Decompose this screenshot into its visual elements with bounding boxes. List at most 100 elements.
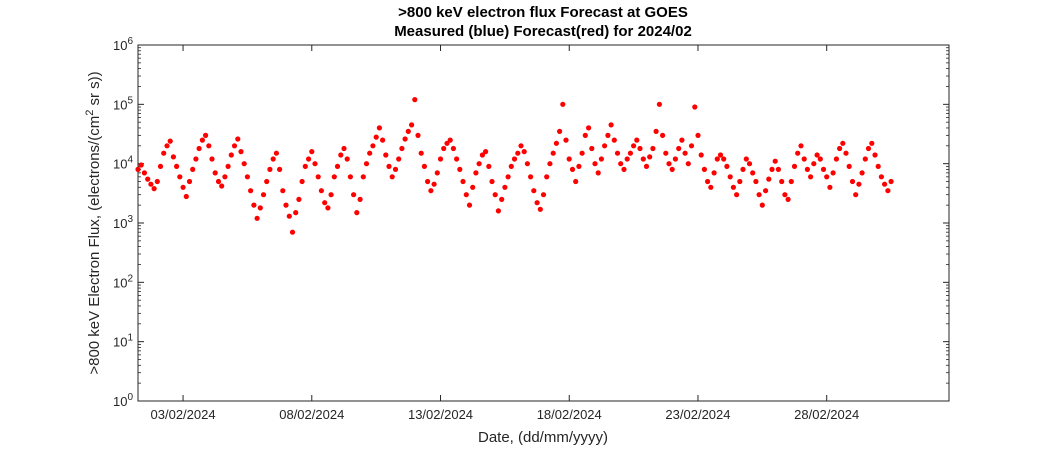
flux-point: [264, 178, 270, 185]
flux-point: [315, 174, 321, 180]
flux-point: [627, 150, 634, 156]
flux-point: [161, 150, 167, 156]
flux-point: [170, 154, 176, 160]
flux-point: [540, 192, 547, 198]
flux-point: [141, 170, 147, 176]
flux-point: [495, 208, 501, 214]
flux-point: [865, 145, 872, 152]
y-axis-label: >800 keV Electron Flux, (electrons/(cm2 …: [84, 71, 103, 374]
flux-point: [885, 188, 891, 194]
flux-point: [151, 186, 157, 192]
flux-point: [328, 192, 334, 198]
flux-point: [653, 128, 659, 134]
flux-point: [338, 152, 344, 158]
flux-point: [714, 156, 720, 162]
flux-point: [779, 178, 785, 185]
flux-point: [788, 178, 794, 185]
flux-point: [724, 163, 730, 169]
flux-point: [753, 178, 759, 185]
flux-point: [737, 178, 743, 185]
flux-point: [341, 145, 347, 152]
flux-point: [322, 200, 328, 206]
flux-point: [875, 163, 881, 169]
flux-point: [801, 156, 807, 162]
flux-point: [380, 137, 386, 143]
flux-point: [743, 156, 749, 162]
flux-point: [415, 132, 421, 138]
flux-point: [656, 101, 663, 107]
flux-point: [399, 145, 405, 152]
flux-point: [766, 176, 772, 182]
flux-point: [334, 163, 341, 169]
flux-point: [418, 150, 424, 156]
flux-point: [550, 150, 556, 156]
y-tick-label: 104: [113, 155, 133, 172]
flux-point: [431, 181, 437, 187]
flux-point: [734, 192, 740, 198]
flux-point: [708, 184, 714, 190]
flux-point: [347, 174, 353, 180]
flux-point: [286, 213, 292, 219]
flux-point: [772, 158, 778, 164]
flux-point: [206, 143, 212, 149]
flux-point: [650, 145, 656, 152]
flux-point: [499, 196, 505, 202]
flux-point: [602, 143, 608, 149]
y-tick-exponent: 2: [127, 273, 133, 284]
flux-point: [882, 181, 888, 187]
flux-point: [405, 128, 411, 134]
y-tick-exponent: 4: [127, 155, 133, 166]
flux-point: [267, 166, 273, 172]
flux-point: [679, 137, 685, 143]
flux-point: [280, 188, 286, 194]
flux-point: [711, 170, 717, 176]
flux-point: [853, 192, 859, 198]
flux-point: [814, 152, 820, 158]
flux-point: [154, 178, 160, 185]
flux-point: [524, 161, 531, 167]
y-tick-label: 101: [113, 333, 133, 350]
chart-subtitle: Measured (blue) Forecast(red) for 2024/0…: [394, 23, 692, 40]
flux-point: [177, 174, 183, 180]
flux-point: [157, 163, 164, 169]
flux-point: [466, 202, 473, 208]
flux-point: [254, 215, 260, 221]
y-tick-label: 102: [113, 273, 133, 290]
flux-point: [235, 136, 241, 142]
flux-point: [756, 192, 762, 198]
flux-point: [392, 166, 399, 172]
x-tick-label: 13/02/2024: [408, 407, 473, 422]
flux-point: [573, 178, 579, 185]
flux-point: [454, 156, 460, 162]
flux-point: [827, 184, 833, 190]
flux-point: [862, 156, 868, 162]
flux-point: [360, 174, 366, 180]
flux-point: [437, 156, 444, 162]
flux-point: [576, 163, 582, 169]
flux-point: [409, 122, 415, 128]
flux-point: [135, 166, 141, 172]
x-tick-label: 08/02/2024: [279, 407, 344, 422]
flux-point: [325, 205, 331, 211]
data-points: [135, 97, 894, 235]
flux-point: [518, 143, 524, 149]
flux-point: [830, 170, 836, 176]
flux-point: [833, 156, 840, 162]
flux-point: [473, 170, 479, 176]
x-tick-label: 28/02/2024: [794, 407, 859, 422]
y-tick-base: 10: [113, 157, 127, 172]
flux-point: [312, 161, 318, 167]
flux-point: [505, 174, 511, 180]
flux-point: [537, 206, 543, 212]
flux-point: [167, 138, 173, 144]
flux-point: [811, 161, 817, 167]
flux-point: [553, 140, 560, 146]
flux-point: [878, 174, 885, 180]
flux-point: [212, 170, 218, 176]
flux-point: [869, 140, 875, 146]
flux-point: [479, 152, 485, 158]
flux-point: [740, 166, 746, 172]
flux-point: [595, 170, 601, 176]
flux-point: [196, 145, 202, 152]
